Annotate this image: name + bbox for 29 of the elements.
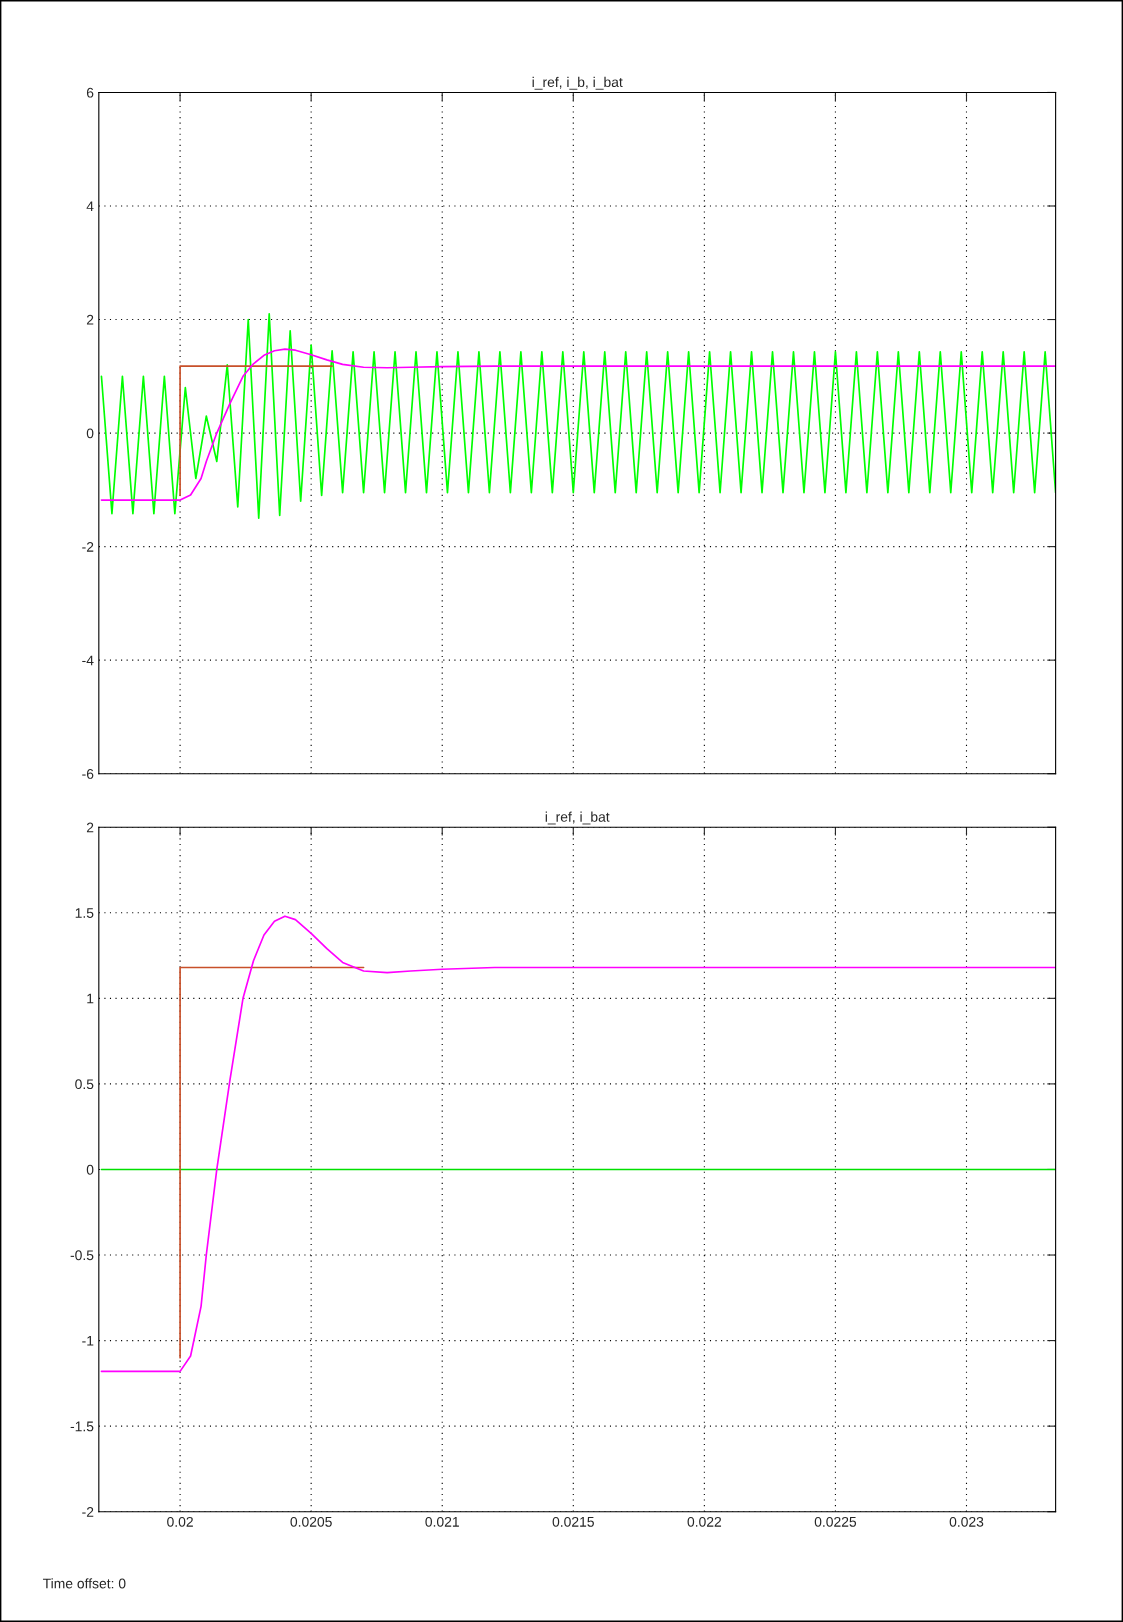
y-tick-label: -1 <box>82 1336 94 1346</box>
y-tick-label: -0.5 <box>70 1250 94 1261</box>
x-tick-label: 0.021 <box>425 1516 459 1527</box>
line-series <box>100 915 1056 1373</box>
y-tick-label: 0 <box>86 428 94 439</box>
y-tick-label: -6 <box>82 769 94 779</box>
text: Time offset: 0 <box>42 1578 126 1589</box>
y-tick-label: 1 <box>87 993 94 1004</box>
x-tick-label: 0.0215 <box>552 1516 594 1527</box>
y-tick-label: 0 <box>86 1164 94 1175</box>
x-tick-label: 0.0225 <box>814 1516 857 1527</box>
y-tick-label: -1.5 <box>70 1421 94 1432</box>
y-tick-label: -2 <box>82 541 94 552</box>
chart-title: i_ref, i_b, i_bat <box>532 76 623 90</box>
y-tick-label: 2 <box>86 314 94 325</box>
y-tick-label: 2 <box>86 822 94 833</box>
y-tick-label: 6 <box>86 87 94 98</box>
x-tick-label: 0.02 <box>167 1516 193 1527</box>
x-tick-label: 0.023 <box>949 1516 984 1527</box>
chart-title: i_ref, i_bat <box>545 811 610 825</box>
x-tick-label: 0.022 <box>687 1516 722 1527</box>
y-tick-label: 1.5 <box>75 908 94 918</box>
line-series <box>100 348 1056 501</box>
line-series <box>100 313 1056 520</box>
y-tick-label: -2 <box>82 1507 94 1517</box>
y-tick-label: 0.5 <box>75 1079 94 1090</box>
y-tick-label: 4 <box>86 201 94 212</box>
y-tick-label: -4 <box>82 655 94 666</box>
x-tick-label: 0.0205 <box>290 1516 332 1527</box>
